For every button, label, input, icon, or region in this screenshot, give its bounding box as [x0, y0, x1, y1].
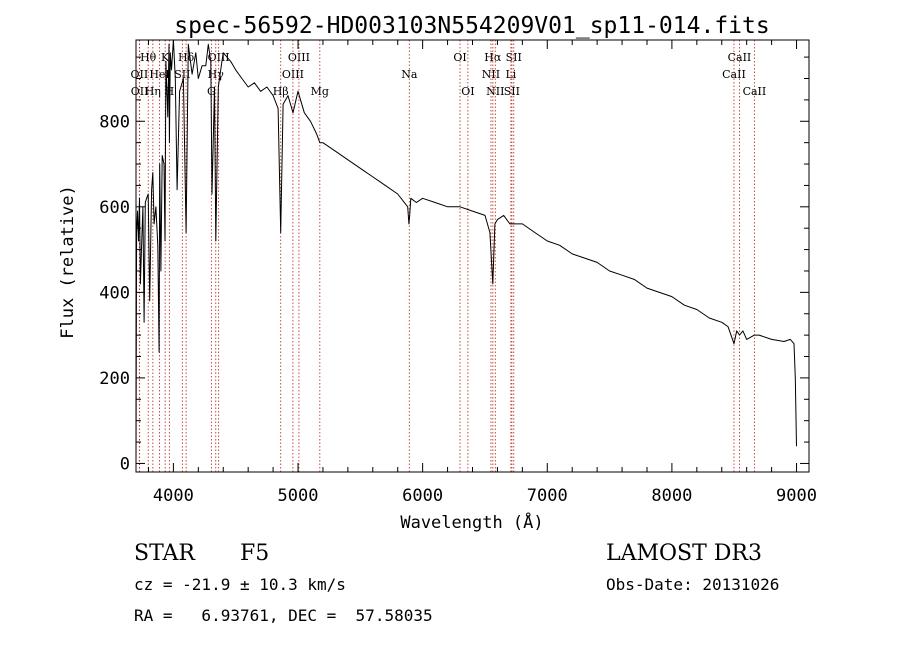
line-marker-label: HeI	[149, 68, 169, 81]
object-subclass: F5	[240, 541, 269, 566]
line-marker-label: SII	[506, 51, 522, 64]
y-tick-label: 600	[99, 198, 130, 218]
chart-title: spec-56592-HD003103N554209V01_sp11-014.f…	[174, 13, 769, 39]
y-axis-label: Flux (relative)	[58, 185, 78, 339]
plot-frame	[135, 39, 810, 473]
spectrum-series	[135, 39, 797, 464]
line-marker-label: Li	[505, 68, 516, 81]
y-axis-ticks: 0 200 400 600 800	[99, 56, 809, 474]
line-marker-label: SII	[174, 68, 190, 81]
spectrum-line	[135, 39, 797, 464]
line-marker-label: K	[161, 51, 170, 64]
sky-coordinates: RA = 6.93761, DEC = 57.58035	[134, 606, 433, 625]
x-tick-label: 7000	[527, 486, 568, 506]
x-tick-label: 5000	[278, 486, 319, 506]
line-marker-label: OI	[461, 85, 474, 98]
line-marker-label: CaII	[728, 51, 752, 64]
line-marker-label: OIII	[282, 68, 304, 81]
line-marker-label: SII	[504, 85, 520, 98]
line-marker-label: Hη	[145, 85, 161, 98]
line-marker-label: Na	[401, 68, 418, 81]
y-tick-label: 800	[99, 112, 130, 132]
x-tick-label: 9000	[776, 486, 817, 506]
line-marker-label: OII	[131, 68, 149, 81]
line-marker-label: Mg	[311, 85, 329, 98]
x-axis-ticks: 4000 5000 6000 7000 8000 9000	[147, 40, 817, 506]
y-tick-label: 400	[99, 283, 130, 303]
line-marker-label: Hθ	[140, 51, 157, 64]
line-marker-label: CaII	[722, 68, 746, 81]
line-marker-label: Hα	[484, 51, 502, 64]
x-tick-label: 6000	[402, 486, 443, 506]
survey-name: LAMOST DR3	[606, 541, 762, 566]
line-marker-label: Hδ	[178, 51, 195, 64]
line-marker-label: CaII	[743, 85, 767, 98]
x-tick-label: 4000	[153, 486, 194, 506]
y-tick-label: 200	[99, 369, 130, 389]
redshift-velocity: cz = -21.9 ± 10.3 km/s	[134, 575, 346, 594]
x-tick-label: 8000	[651, 486, 692, 506]
line-marker-label: NII	[482, 68, 500, 81]
y-tick-label: 0	[120, 454, 130, 474]
line-marker-label: OI	[453, 51, 466, 64]
x-axis-label: Wavelength (Å)	[400, 511, 543, 533]
observation-date: Obs-Date: 20131026	[606, 575, 779, 594]
line-marker-label: Hγ	[208, 68, 225, 81]
object-class: STAR	[134, 541, 196, 566]
line-marker-label: OIII	[288, 51, 310, 64]
line-marker-label: OII	[131, 85, 149, 98]
line-marker-label: NII	[486, 85, 504, 98]
line-marker-label: Hβ	[273, 85, 289, 98]
